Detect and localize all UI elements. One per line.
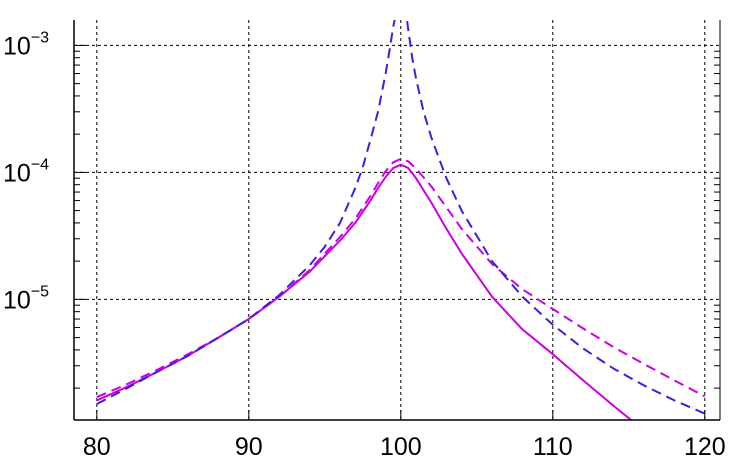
y-tick-label: 10−3 [3,29,49,60]
y-tick-label: 10−5 [3,283,49,314]
series-line-2 [96,157,706,399]
x-tick-label: 90 [235,433,263,461]
series-lines [96,20,706,420]
x-tick-label: 80 [83,433,111,461]
x-tick-label: 110 [533,433,573,461]
series-line-1 [96,163,633,420]
series-line-3 [96,20,706,415]
axes: 80 90 100 110 120 10−3 10−4 10−5 [3,20,726,461]
x-tick-label: 120 [684,433,726,461]
grid-lines [74,20,720,420]
x-tick-label: 100 [380,433,422,461]
y-tick-label: 10−4 [3,156,49,187]
